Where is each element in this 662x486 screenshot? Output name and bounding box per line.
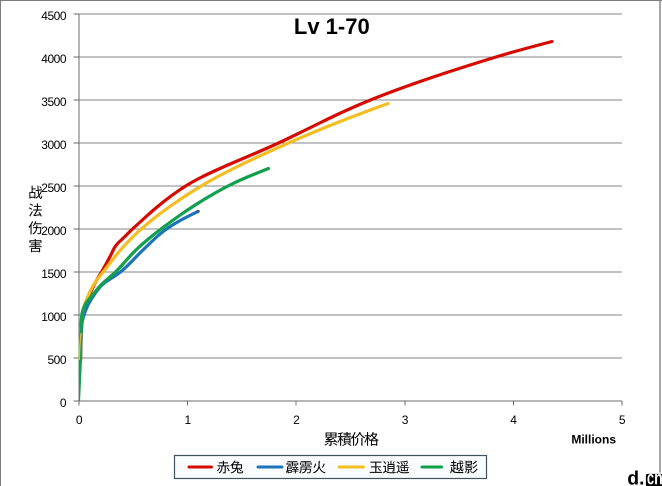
svg-text:1000: 1000 xyxy=(41,310,67,324)
svg-text:3: 3 xyxy=(402,413,409,427)
svg-text:Lv 1-70: Lv 1-70 xyxy=(294,14,370,39)
svg-text:1: 1 xyxy=(185,413,192,427)
svg-text:4: 4 xyxy=(510,413,517,427)
svg-text:0: 0 xyxy=(60,396,67,410)
svg-text:0: 0 xyxy=(76,413,83,427)
svg-text:1500: 1500 xyxy=(41,267,67,281)
svg-text:2500: 2500 xyxy=(41,181,67,195)
svg-text:2: 2 xyxy=(293,413,300,427)
svg-text:4500: 4500 xyxy=(41,9,67,23)
svg-text:3000: 3000 xyxy=(41,138,67,152)
svg-text:5: 5 xyxy=(619,413,626,427)
svg-text:4000: 4000 xyxy=(41,52,67,66)
svg-text:Millions: Millions xyxy=(571,433,616,447)
svg-text:3500: 3500 xyxy=(41,95,67,109)
svg-text:2000: 2000 xyxy=(41,224,67,238)
svg-text:500: 500 xyxy=(47,353,66,367)
